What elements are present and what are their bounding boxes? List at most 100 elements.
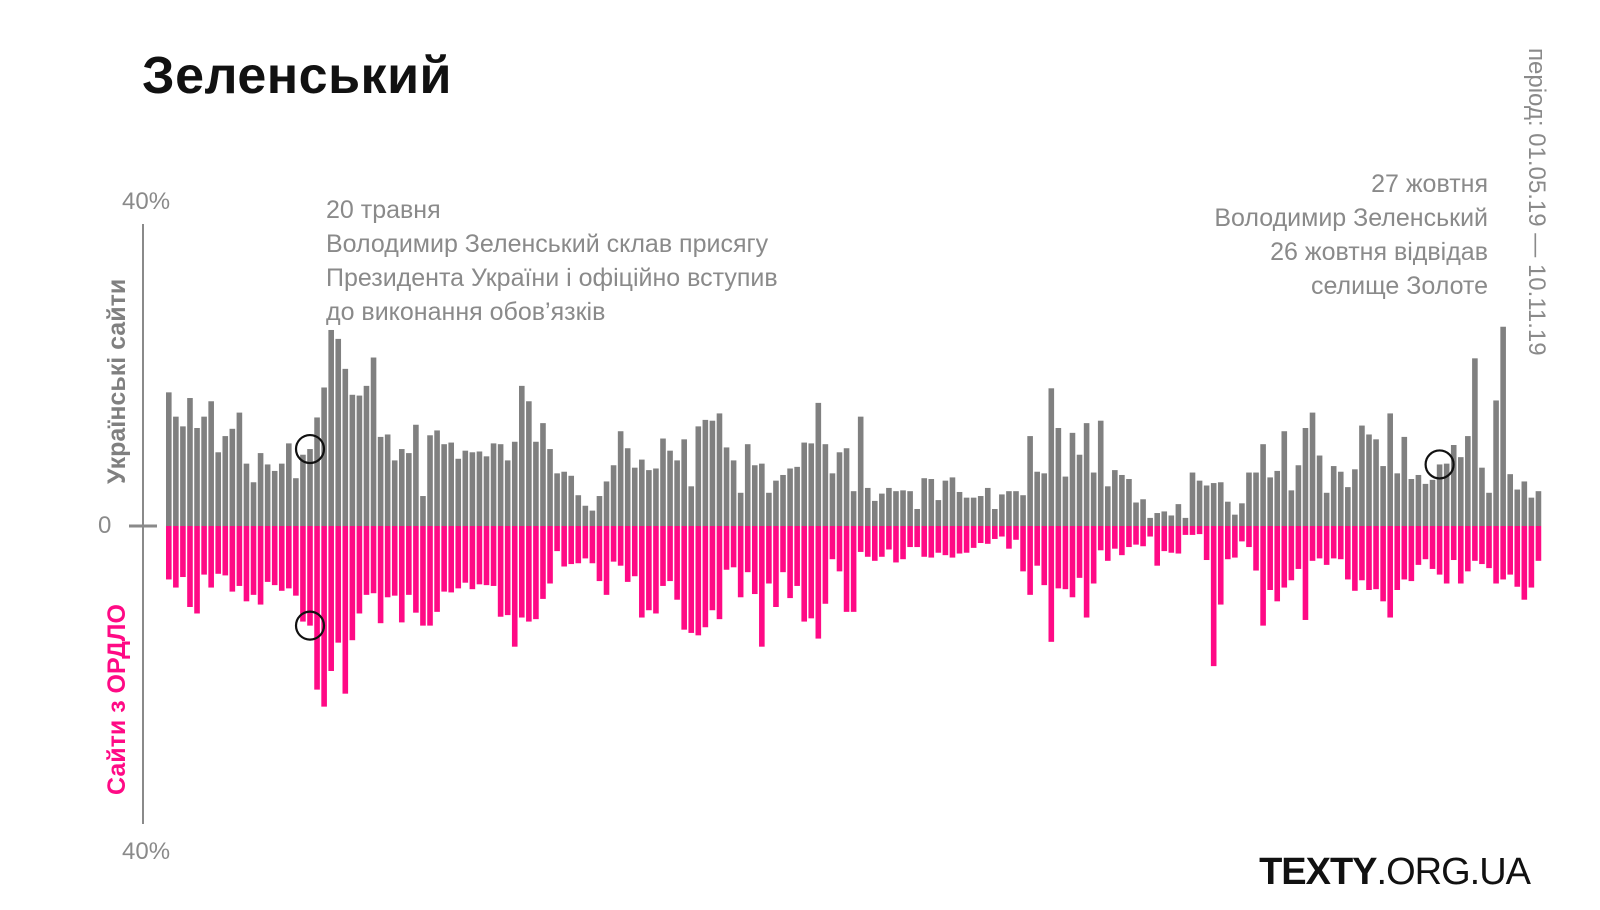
bar-ukrainian: [349, 394, 356, 526]
bar-ukrainian: [829, 473, 836, 526]
bar-ukrainian: [787, 468, 793, 526]
bar-ukrainian: [448, 442, 454, 526]
bar-ukrainian: [1161, 511, 1168, 526]
bar-ordlo: [836, 526, 843, 572]
bar-ukrainian: [173, 416, 179, 526]
bar-ordlo: [822, 526, 829, 604]
bar-ukrainian: [526, 401, 532, 526]
bar-ukrainian: [264, 464, 271, 526]
bar-ordlo: [1126, 526, 1132, 548]
bar-ordlo: [321, 526, 327, 707]
bar-ordlo: [610, 526, 617, 562]
bar-ukrainian: [328, 329, 334, 526]
bar-ukrainian: [674, 460, 680, 526]
bar-ordlo: [970, 526, 977, 548]
bar-ordlo: [194, 526, 200, 614]
y-tick-label-bottom: 40%: [122, 838, 171, 865]
bar-ordlo: [794, 526, 800, 586]
bar-ordlo: [1020, 526, 1026, 572]
bar-ordlo: [540, 526, 546, 599]
bar-ordlo: [1281, 526, 1288, 588]
bar-ordlo: [406, 526, 412, 595]
bar-ukrainian: [977, 496, 984, 526]
bar-ordlo: [999, 526, 1005, 537]
bar-ukrainian: [886, 487, 892, 526]
bar-ukrainian: [222, 436, 229, 526]
bar-ordlo: [843, 526, 850, 612]
bar-ukrainian: [1465, 436, 1471, 526]
bar-ordlo: [688, 526, 695, 633]
bar-ukrainian: [1041, 473, 1048, 526]
bar-ordlo: [476, 526, 483, 585]
bar-ordlo: [1337, 526, 1344, 560]
bar-ordlo: [208, 526, 214, 588]
bar-ordlo: [893, 526, 899, 563]
bar-ukrainian: [1203, 485, 1210, 526]
bar-ordlo: [335, 526, 342, 643]
bar-ordlo: [215, 526, 222, 574]
bar-ukrainian: [751, 465, 758, 526]
bar-ukrainian: [1436, 464, 1443, 526]
bar-ordlo: [1521, 526, 1528, 600]
bar-ukrainian: [342, 368, 349, 526]
bar-ordlo: [660, 526, 666, 586]
bar-ordlo: [483, 526, 490, 586]
bar-ordlo: [1076, 526, 1083, 578]
bar-ordlo: [257, 526, 264, 605]
texty-logo[interactable]: TEXTY.ORG.UA: [1259, 851, 1531, 894]
bar-ordlo: [984, 526, 991, 544]
bar-ukrainian: [1253, 472, 1259, 526]
bar-ukrainian: [1330, 466, 1337, 526]
bar-ukrainian: [335, 338, 342, 526]
bar-ukrainian: [278, 463, 285, 526]
bar-ukrainian: [956, 491, 963, 526]
bar-ordlo: [589, 526, 596, 564]
bar-ukrainian: [1288, 490, 1295, 526]
bar-ordlo: [709, 526, 716, 611]
bar-ordlo: [1140, 526, 1146, 547]
bar-ukrainian: [1472, 358, 1478, 526]
bar-ukrainian: [928, 479, 935, 526]
bar-ukrainian: [935, 500, 942, 526]
bar-ordlo: [603, 526, 610, 595]
bar-ordlo: [829, 526, 836, 560]
bar-ordlo: [1246, 526, 1252, 548]
bar-ukrainian: [413, 424, 419, 526]
bar-ordlo: [1514, 526, 1521, 587]
bar-ordlo: [1097, 526, 1104, 551]
bar-ordlo: [180, 526, 186, 578]
bar-ukrainian: [667, 450, 673, 526]
bar-ukrainian: [1535, 491, 1542, 526]
bar-ukrainian: [1394, 473, 1401, 526]
bar-ordlo: [377, 526, 384, 624]
bar-ordlo: [759, 526, 765, 647]
bar-ukrainian: [363, 385, 370, 526]
highlight-circle: [1424, 449, 1455, 480]
bar-ukrainian: [900, 490, 906, 526]
bar-ordlo: [766, 526, 772, 584]
bar-ukrainian: [723, 447, 730, 526]
bar-ukrainian: [1133, 502, 1139, 526]
bar-ukrainian: [1380, 466, 1386, 526]
bar-ukrainian: [462, 450, 469, 526]
bar-ordlo: [624, 526, 631, 582]
bar-ordlo: [286, 526, 292, 589]
bar-ordlo: [646, 526, 652, 611]
bar-ordlo: [1203, 526, 1210, 561]
bar-ordlo: [935, 526, 942, 553]
bar-ordlo: [1253, 526, 1259, 571]
period-label: період: 01.05.19 — 10.11.19: [1523, 48, 1550, 356]
bar-ordlo: [497, 526, 504, 617]
bar-ordlo: [250, 526, 257, 595]
bar-ukrainian: [1429, 479, 1436, 526]
bar-ukrainian: [893, 491, 899, 526]
bar-ukrainian: [836, 452, 843, 526]
bar-ukrainian: [1260, 444, 1266, 526]
bar-ordlo: [900, 526, 906, 560]
bar-ukrainian: [1013, 491, 1019, 526]
bar-ukrainian: [1500, 326, 1506, 526]
bar-ordlo: [166, 526, 172, 580]
bar-ukrainian: [610, 465, 617, 526]
bar-ukrainian: [984, 487, 991, 526]
